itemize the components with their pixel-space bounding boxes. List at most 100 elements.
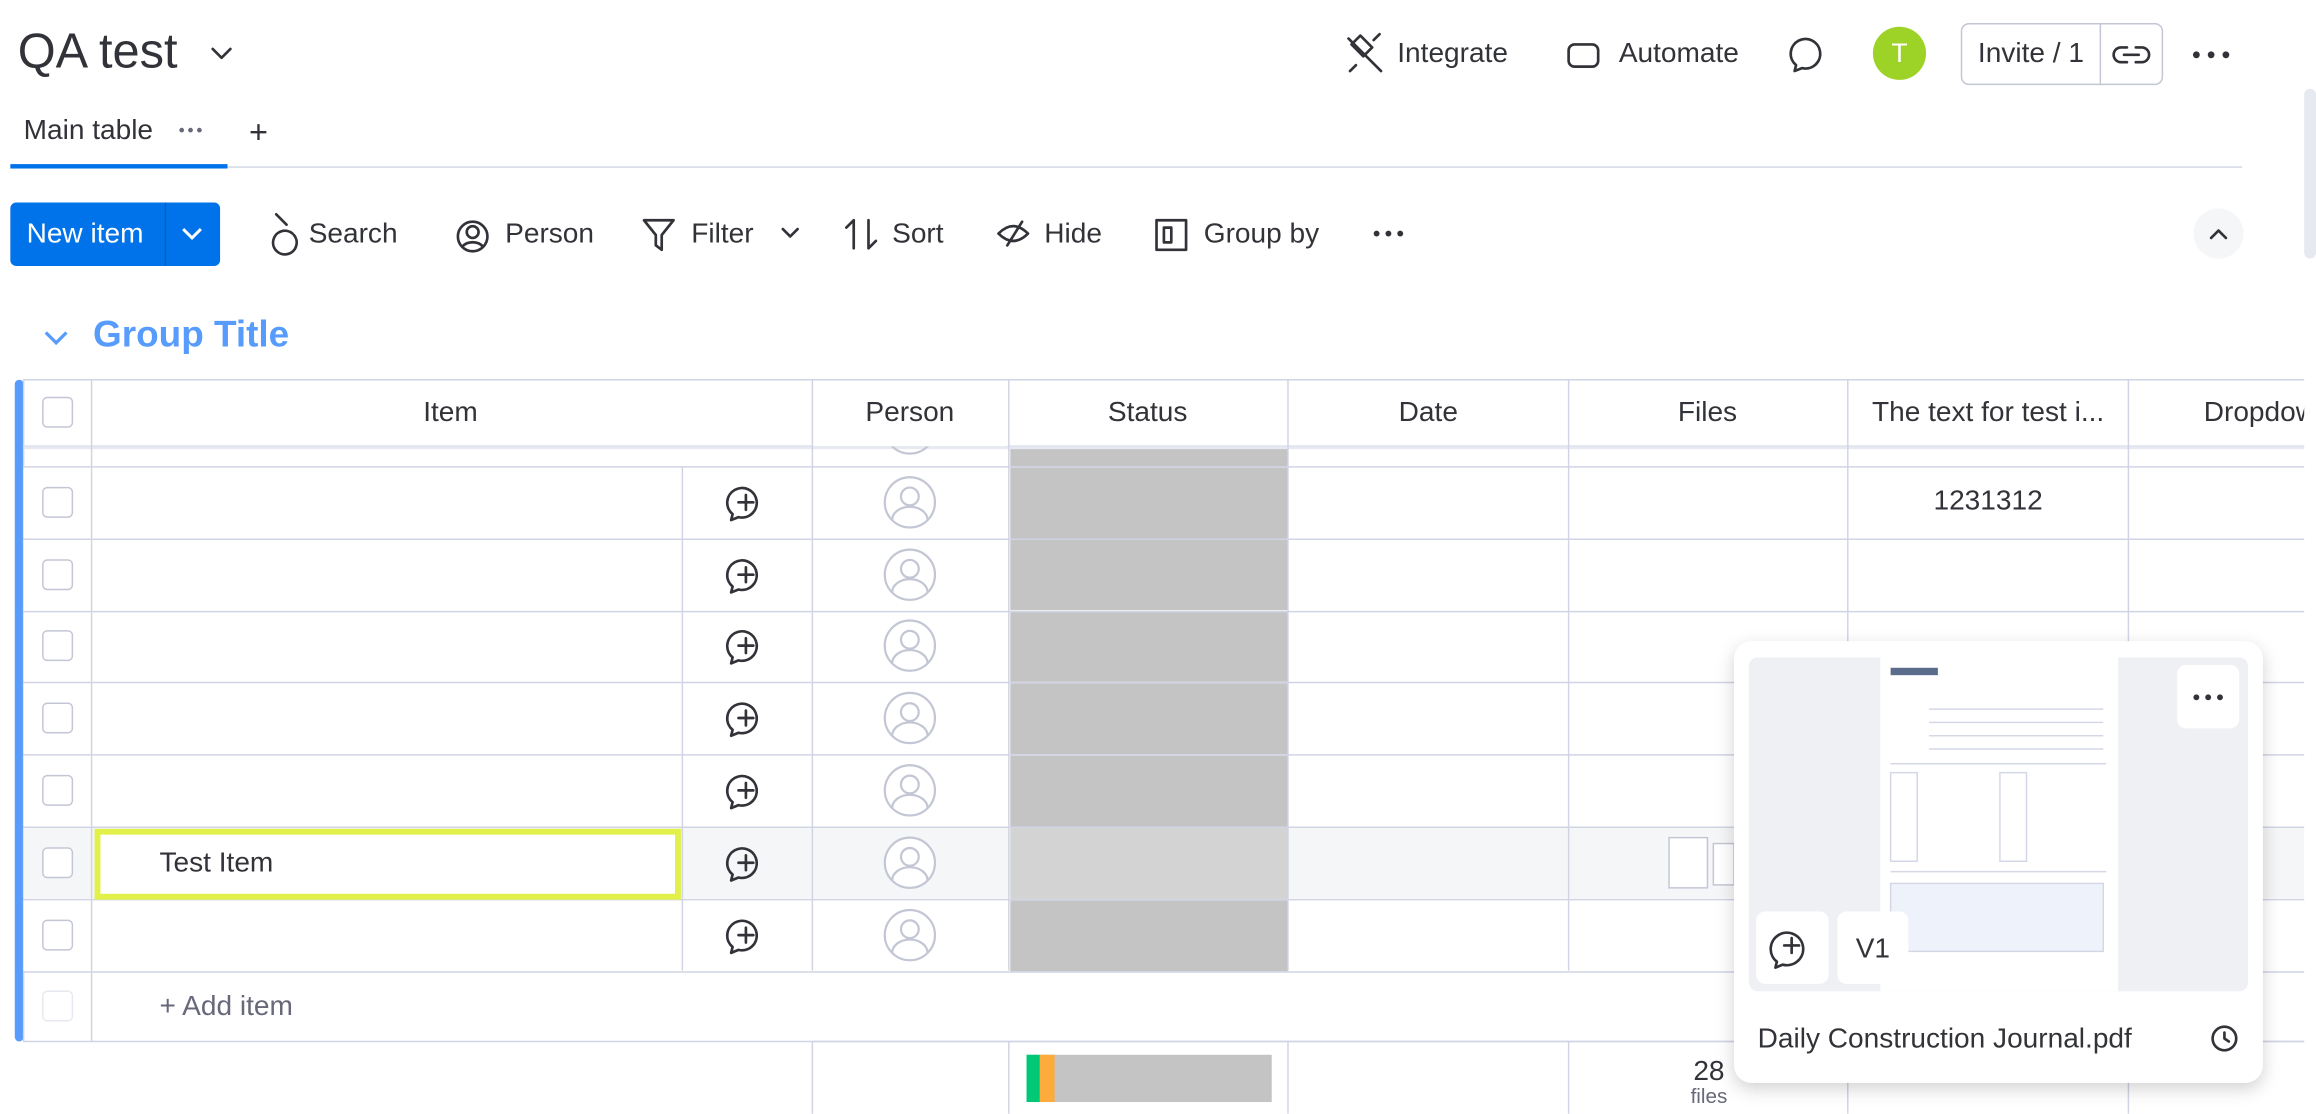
integrate-icon (1347, 32, 1383, 73)
row-checkbox[interactable] (42, 630, 74, 662)
column-header[interactable]: Person (865, 396, 954, 427)
comment-icon[interactable] (725, 847, 759, 882)
person-avatar[interactable] (883, 691, 937, 745)
tab-label[interactable]: Main table (24, 114, 153, 145)
scrollbar[interactable] (2304, 88, 2316, 259)
header-checkbox[interactable] (42, 396, 74, 428)
person-avatar[interactable] (883, 764, 937, 817)
collapse-icon (2209, 229, 2228, 240)
column-header[interactable]: The text for test i... (1872, 396, 2104, 427)
person-avatar[interactable] (883, 908, 937, 962)
avatar-head (899, 702, 920, 723)
column-header[interactable]: Dropdown (2204, 396, 2316, 427)
toolbar-button[interactable]: Search (271, 212, 398, 256)
filter-chevron[interactable] (781, 227, 799, 238)
file-name: Daily Construction Journal.pdf (1758, 1022, 2132, 1053)
add-tab[interactable]: + (249, 114, 268, 150)
add-item[interactable]: + Add item (160, 990, 293, 1021)
status-cell (1010, 755, 1288, 827)
invite-button[interactable] (1960, 23, 2164, 86)
group-title[interactable]: Group Title (93, 314, 289, 355)
person-avatar[interactable] (883, 619, 937, 672)
history-icon[interactable] (2211, 1025, 2238, 1052)
row-checkbox[interactable] (42, 559, 74, 591)
avatar-head (899, 774, 920, 795)
new-item-chevron[interactable] (182, 228, 202, 241)
collapse-button[interactable] (2193, 208, 2244, 259)
avatar-ring (883, 476, 937, 529)
group-color-bar (14, 379, 24, 1042)
toolbar-icon (271, 212, 299, 256)
status-cell (1010, 828, 1288, 899)
avatar-body (891, 648, 929, 664)
files-unit: files (1691, 1085, 1728, 1108)
file-thumb[interactable] (1668, 836, 1709, 889)
avatar-body (891, 866, 929, 881)
row-checkbox[interactable] (42, 919, 74, 951)
invite-label: Invite / 1 (1978, 37, 2084, 68)
toolbar-more[interactable] (1373, 230, 1404, 237)
avatar-ring (883, 836, 937, 889)
status-cell (1010, 540, 1288, 611)
column-header[interactable]: Files (1678, 396, 1737, 427)
toolbar-button[interactable]: Person (456, 217, 594, 253)
link-icon[interactable] (2112, 46, 2151, 64)
toolbar-icon (997, 220, 1030, 247)
toolbar-label: Hide (1044, 217, 1102, 248)
toolbar-button[interactable]: Sort (845, 217, 944, 250)
version-badge[interactable] (1837, 911, 1909, 984)
person-avatar[interactable] (883, 548, 937, 601)
column-header[interactable]: Item (423, 396, 478, 427)
row-checkbox[interactable] (42, 847, 74, 879)
title-chevron[interactable] (211, 47, 232, 60)
row-checkbox[interactable] (42, 486, 74, 518)
comment-icon[interactable] (725, 629, 759, 665)
person-avatar[interactable] (883, 476, 937, 529)
preview-comment-icon (1769, 931, 1805, 969)
comment-icon[interactable] (725, 774, 759, 810)
file-thumb[interactable] (1712, 842, 1735, 886)
status-cell (1010, 900, 1288, 972)
toolbar-icon (456, 220, 489, 253)
avatar-body (891, 793, 929, 809)
document-heading (1890, 667, 1938, 676)
person-avatar[interactable] (883, 836, 937, 889)
toolbar-label: Person (505, 217, 594, 248)
row-checkbox[interactable] (42, 774, 74, 806)
avatar[interactable] (1872, 26, 1927, 80)
more-menu[interactable] (2192, 51, 2230, 59)
comment-icon[interactable] (725, 486, 759, 522)
status-summary-bar (1026, 1054, 1272, 1103)
comment-icon[interactable] (725, 919, 759, 955)
toolbar-label: Group by (1204, 217, 1319, 248)
group-chevron[interactable] (44, 331, 68, 346)
toolbar-icon (845, 218, 878, 250)
tab-menu[interactable] (179, 127, 202, 133)
history-hand (2223, 1031, 2231, 1043)
file-preview: V1 Daily Construction Journal.pdf (1734, 641, 2263, 1083)
document-lines (1889, 708, 2107, 953)
automate-button[interactable]: Automate (1567, 37, 1739, 68)
avatar-body (891, 578, 929, 593)
status-cell (1010, 467, 1288, 539)
integrate-button[interactable]: Integrate (1347, 32, 1508, 73)
toolbar-button[interactable]: Hide (997, 217, 1102, 248)
updates-icon[interactable] (1789, 37, 1822, 73)
row-checkbox[interactable] (42, 702, 74, 734)
toolbar-button[interactable]: Filter (642, 217, 754, 252)
comment-icon[interactable] (725, 702, 759, 738)
avatar-ring (883, 619, 937, 672)
toolbar-label: Filter (691, 217, 753, 248)
avatar-head (899, 629, 920, 650)
item-name-input[interactable]: Test Item (160, 847, 274, 878)
toolbar-button[interactable]: Group by (1155, 217, 1320, 252)
column-header[interactable]: Date (1399, 396, 1458, 427)
column-header[interactable]: Status (1108, 396, 1188, 427)
text-cell: 1231312 (1933, 485, 2042, 516)
automate-icon (1567, 43, 1600, 68)
comment-icon[interactable] (725, 559, 759, 594)
new-item-label: New item (27, 217, 144, 248)
status-cell (1010, 446, 1288, 467)
new-item-button[interactable] (10, 202, 221, 267)
avatar-initial: T (1891, 38, 1907, 68)
